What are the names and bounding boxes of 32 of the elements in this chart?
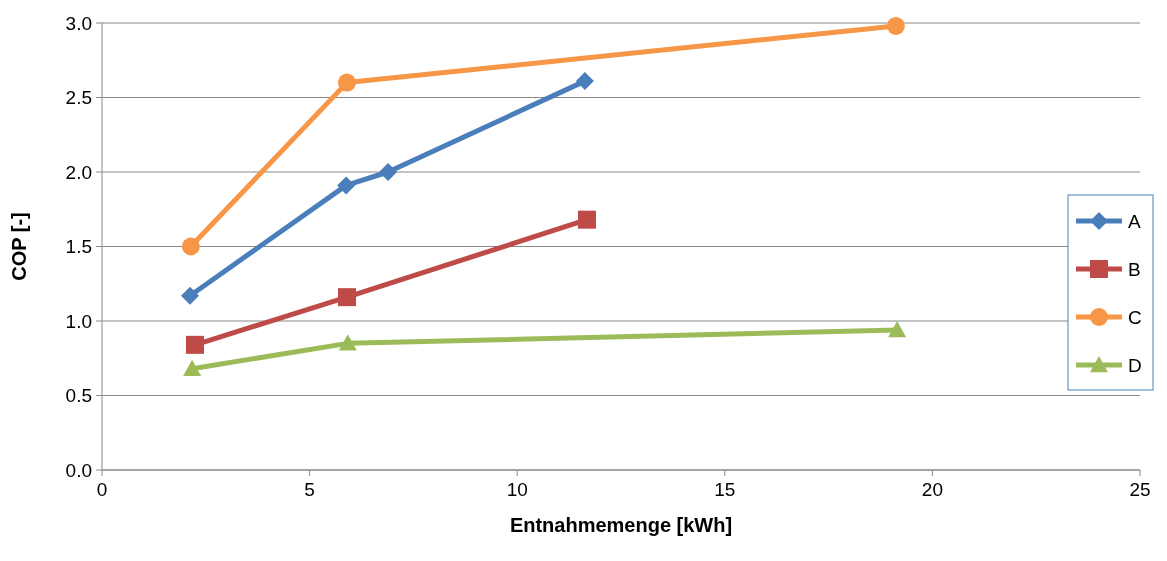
y-tick-label: 3.0 (65, 12, 92, 34)
x-tick-label: 0 (96, 479, 108, 500)
point (337, 176, 356, 195)
legend-label: A (1128, 210, 1141, 232)
legend-label: D (1128, 354, 1142, 376)
x-tick-label: 15 (714, 479, 736, 500)
point (337, 288, 356, 307)
point (886, 16, 905, 35)
point (183, 359, 202, 376)
point (888, 320, 907, 338)
x-tick-label: 10 (506, 479, 528, 500)
point (181, 286, 200, 305)
legend-label: B (1128, 258, 1141, 280)
point (337, 73, 356, 92)
x-tick-label: 25 (1129, 479, 1151, 500)
y-tick-label: 2.5 (65, 87, 92, 109)
x-tick-label: 5 (304, 479, 315, 500)
point (338, 334, 357, 351)
x-tick-label: 20 (921, 479, 943, 500)
point (379, 163, 398, 181)
point (575, 72, 594, 91)
y-tick-label: 0.0 (65, 459, 92, 481)
y-tick-label: 2.0 (65, 161, 92, 183)
y-tick-label: 0.5 (65, 385, 92, 407)
x-axis-title: Entnahmemenge [kWh] (509, 514, 733, 536)
y-tick-label: 1.0 (65, 310, 92, 332)
point (577, 210, 596, 229)
y-tick-label: 1.5 (65, 236, 92, 258)
point (181, 237, 200, 256)
legend-label: C (1128, 306, 1142, 328)
point (186, 335, 205, 354)
y-axis-title: COP [-] (8, 212, 30, 281)
